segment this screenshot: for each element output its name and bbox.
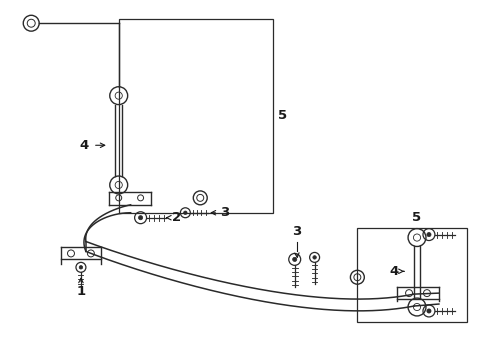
Text: 3: 3: [220, 206, 229, 219]
Text: 1: 1: [76, 285, 85, 298]
Circle shape: [184, 211, 187, 215]
Bar: [357, 228, 467, 322]
Circle shape: [313, 256, 317, 259]
Circle shape: [139, 216, 143, 220]
Text: 4: 4: [390, 265, 399, 278]
Text: 5: 5: [278, 109, 287, 122]
Bar: [119, 19, 273, 213]
Circle shape: [293, 257, 297, 261]
Text: 2: 2: [172, 211, 181, 224]
Circle shape: [79, 266, 83, 269]
Text: 3: 3: [292, 225, 301, 238]
Circle shape: [427, 309, 431, 313]
Circle shape: [427, 233, 431, 237]
Text: 5: 5: [413, 211, 421, 224]
Text: 4: 4: [80, 139, 89, 152]
